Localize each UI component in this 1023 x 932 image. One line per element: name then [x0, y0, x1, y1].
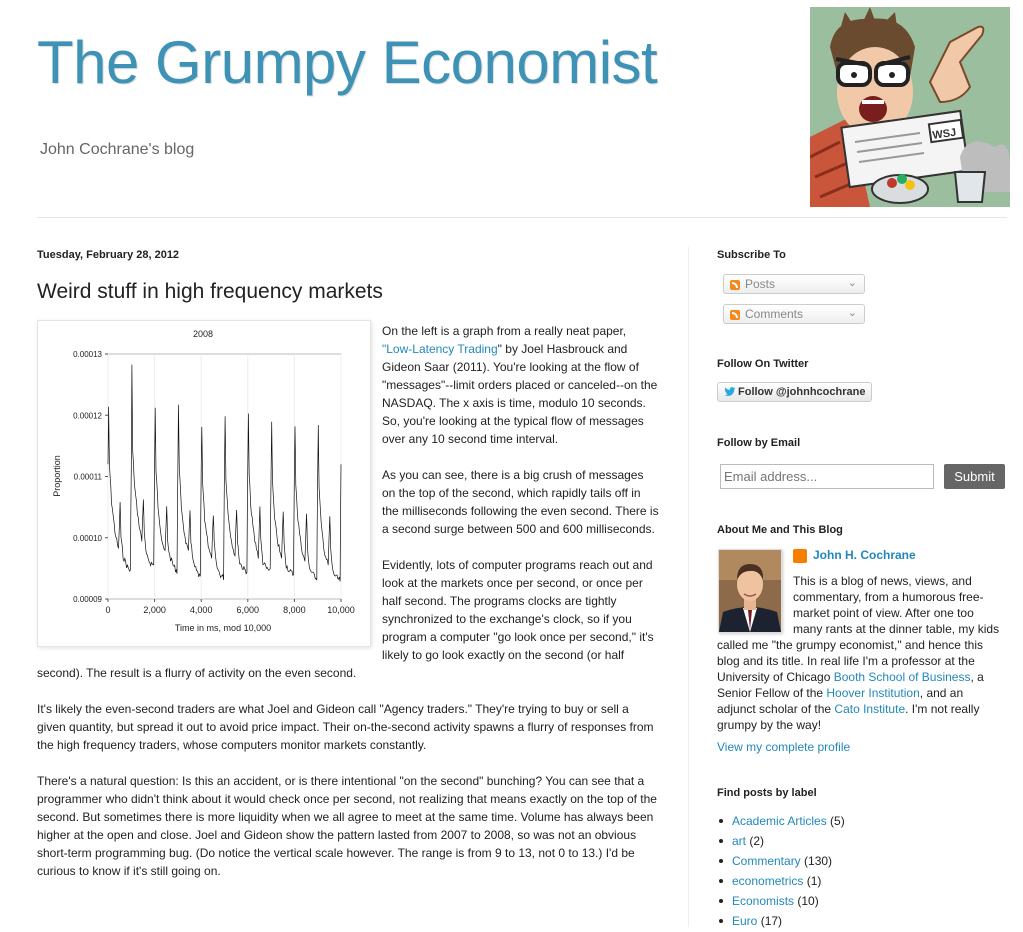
header-divider	[37, 217, 1007, 218]
newspaper-label: WSJ	[932, 127, 957, 142]
about-heading: About Me and This Blog	[717, 524, 843, 536]
label-count: (17)	[760, 914, 783, 928]
subscribe-comments-button[interactable]: Comments ⌄	[723, 304, 865, 324]
post-paragraph-5: There's a natural question: Is this an a…	[37, 774, 657, 878]
post-paragraph-2: As you can see, there is a big crush of …	[382, 468, 659, 536]
view-profile-link[interactable]: View my complete profile	[717, 740, 851, 754]
post-paragraph-1: On the left is a graph from a really nea…	[382, 324, 658, 446]
labels-list: Academic Articles (5) art (2) Commentary…	[717, 812, 845, 932]
post-paragraph-4: It's likely the even-second traders are …	[37, 702, 654, 752]
list-item: art (2)	[717, 832, 845, 852]
chart-y-tick-label: 0.00011	[74, 473, 103, 482]
chart-y-tick-label: 0.00009	[73, 595, 102, 604]
post-title[interactable]: Weird stuff in high frequency markets	[37, 280, 383, 303]
post-date: Tuesday, February 28, 2012	[37, 249, 180, 261]
label-link[interactable]: Academic Articles	[732, 814, 827, 828]
label-count: (10)	[797, 894, 819, 908]
avatar[interactable]	[718, 549, 782, 633]
chart-y-tick-label: 0.00013	[73, 350, 102, 359]
sidebar-divider	[688, 247, 689, 927]
blogger-icon	[793, 549, 807, 563]
cato-link[interactable]: Cato Institute	[834, 702, 906, 716]
chart-svg: 2008 Time in ms, mod 10,000 Proportion 0…	[52, 329, 355, 633]
about-text: This is a blog of news, views, and comme…	[717, 574, 1000, 754]
chart-series-line	[107, 364, 342, 582]
list-item: Economists (10)	[717, 892, 845, 912]
twitter-bird-icon	[724, 387, 736, 397]
list-item: Euro (17)	[717, 912, 845, 932]
booth-link[interactable]: Booth School of Business	[833, 670, 971, 684]
hoover-link[interactable]: Hoover Institution	[826, 686, 920, 700]
subscribe-comments-label: Comments	[745, 307, 804, 321]
label-count: (1)	[806, 874, 822, 888]
author-profile-link[interactable]: John H. Cochrane	[813, 548, 916, 562]
label-link[interactable]: Commentary	[732, 854, 801, 868]
rss-feed-icon	[730, 280, 740, 290]
blog-title[interactable]: The Grumpy Economist	[37, 29, 658, 96]
chart-x-tick-label: 0	[105, 605, 110, 615]
list-item: Academic Articles (5)	[717, 812, 845, 832]
grumpy-economist-cartoon: WSJ	[810, 7, 1010, 207]
chart-title: 2008	[193, 329, 213, 339]
label-count: (5)	[830, 814, 845, 828]
profile-photo	[719, 550, 781, 632]
chart-x-tick-label: 2,000	[143, 605, 166, 615]
message-flow-chart[interactable]: 2008 Time in ms, mod 10,000 Proportion 0…	[37, 320, 371, 647]
blog-description: John Cochrane's blog	[40, 141, 195, 158]
email-heading: Follow by Email	[717, 437, 801, 449]
chart-y-tick-label: 0.00012	[73, 411, 102, 420]
label-count: (2)	[749, 834, 765, 848]
chart-x-tick-label: 6,000	[237, 605, 260, 615]
email-submit-button[interactable]: Submit	[944, 464, 1005, 489]
label-link[interactable]: Economists	[732, 894, 795, 908]
low-latency-trading-link[interactable]: "Low-Latency Trading	[382, 342, 498, 356]
twitter-follow-label: Follow @johnhcochrane	[738, 386, 866, 398]
twitter-heading: Follow On Twitter	[717, 358, 809, 370]
label-link[interactable]: Euro	[732, 914, 758, 928]
subscribe-posts-label: Posts	[745, 277, 776, 291]
label-count: (130)	[804, 854, 833, 868]
post-body: On the left is a graph from a really nea…	[37, 322, 659, 898]
chart-x-tick-label: 8,000	[283, 605, 306, 615]
chart-x-tick-label: 10,000	[327, 605, 355, 615]
labels-heading: Find posts by label	[717, 787, 817, 799]
chart-x-axis-label: Time in ms, mod 10,000	[175, 623, 271, 633]
chart-y-tick-label: 0.00010	[73, 534, 102, 543]
email-field[interactable]	[720, 464, 934, 489]
label-link[interactable]: art	[732, 834, 747, 848]
rss-feed-icon	[730, 310, 740, 320]
post-paragraph-3: Evidently, lots of computer programs rea…	[37, 558, 654, 680]
list-item: econometrics (1)	[717, 872, 845, 892]
chart-x-tick-label: 4,000	[190, 605, 213, 615]
chevron-down-icon: ⌄	[847, 307, 857, 319]
twitter-follow-button[interactable]: Follow @johnhcochrane	[717, 382, 872, 402]
chart-y-axis-label: Proportion	[52, 455, 62, 497]
chevron-down-icon: ⌄	[847, 277, 857, 289]
subscribe-heading: Subscribe To	[717, 249, 786, 261]
list-item: Commentary (130)	[717, 852, 845, 872]
subscribe-posts-button[interactable]: Posts ⌄	[723, 274, 865, 294]
label-link[interactable]: econometrics	[732, 874, 804, 888]
